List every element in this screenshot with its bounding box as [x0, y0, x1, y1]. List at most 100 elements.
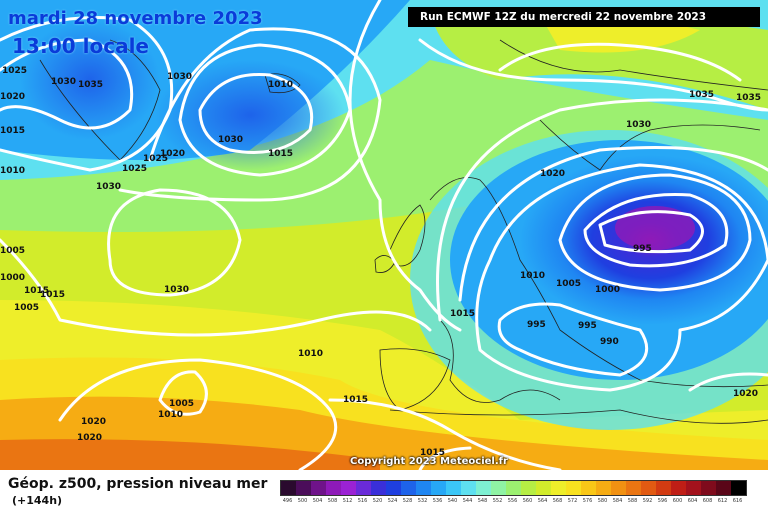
legend-label: 544	[462, 498, 473, 504]
isobar-label: 1000	[595, 285, 620, 295]
legend-label: 560	[522, 498, 533, 504]
isobar-label: 1005	[556, 279, 581, 289]
isobar-label: 1010	[0, 166, 25, 176]
legend-label: 616	[732, 498, 743, 504]
legend-label: 532	[417, 498, 428, 504]
legend-label: 520	[372, 498, 383, 504]
legend-swatch	[506, 481, 521, 495]
isobar-label: 1030	[218, 135, 243, 145]
isobar-label: 1005	[14, 303, 39, 313]
legend-swatch	[416, 481, 431, 495]
legend-swatch	[626, 481, 641, 495]
isobar-label: 1020	[0, 92, 25, 102]
legend-label: 600	[672, 498, 683, 504]
legend-swatch	[476, 481, 491, 495]
legend-swatch	[371, 481, 386, 495]
legend-label: 504	[312, 498, 323, 504]
legend-label: 540	[447, 498, 458, 504]
legend-swatch	[656, 481, 671, 495]
low-greenland-fill	[20, 20, 160, 140]
legend-label: 608	[702, 498, 713, 504]
isobar-label: 1020	[77, 433, 102, 443]
legend-swatch	[581, 481, 596, 495]
legend-label: 528	[402, 498, 413, 504]
isobar-label: 995	[633, 244, 652, 254]
isobar-label: 1035	[736, 93, 761, 103]
legend-label: 500	[297, 498, 308, 504]
isobars	[0, 0, 768, 470]
copyright: Copyright 2023 Meteociel.fr	[350, 456, 508, 467]
legend-swatch	[431, 481, 446, 495]
isobar-labels: 1025 1030 1035 1020 1015 1010 1030 1010 …	[0, 66, 761, 458]
isobar-label: 1030	[167, 72, 192, 82]
isobar-label: 1010	[268, 80, 293, 90]
isobar-label: 1020	[540, 169, 565, 179]
isobar-label: 1015	[40, 290, 65, 300]
legend-swatch	[521, 481, 536, 495]
color-legend-labels: 496 500 504 508 512 516 520 524 528 532 536 540 544 5…	[280, 498, 745, 504]
legend-swatch	[716, 481, 731, 495]
isobar-label: 1030	[51, 77, 76, 87]
legend-label: 536	[432, 498, 443, 504]
isobar-label: 1030	[626, 120, 651, 130]
isobar-label: 1015	[24, 286, 49, 296]
isobar-label: 1015	[343, 395, 368, 405]
lead-time: (+144h)	[12, 494, 63, 507]
legend-swatch	[566, 481, 581, 495]
legend-label: 588	[627, 498, 638, 504]
legend-swatch	[461, 481, 476, 495]
legend-label: 572	[567, 498, 578, 504]
isobar-label: 1020	[81, 417, 106, 427]
legend-swatch	[536, 481, 551, 495]
map-date: mardi 28 novembre 2023	[8, 8, 263, 29]
legend-swatch	[686, 481, 701, 495]
legend-swatch	[701, 481, 716, 495]
legend-swatch	[551, 481, 566, 495]
map-hour: 13:00 locale	[12, 34, 149, 58]
legend-swatch	[596, 481, 611, 495]
isobar-label: 1020	[733, 389, 758, 399]
legend-label: 496	[282, 498, 293, 504]
isobar-label: 1030	[164, 285, 189, 295]
low-core	[615, 206, 695, 250]
isobar-label: 1000	[0, 273, 25, 283]
legend-swatch	[296, 481, 311, 495]
weather-map: 1025 1030 1035 1020 1015 1010 1030 1010 …	[0, 0, 768, 470]
legend-label: 576	[582, 498, 593, 504]
legend-label: 592	[642, 498, 653, 504]
isobar-label: 1015	[268, 149, 293, 159]
legend-swatch	[281, 481, 296, 495]
legend-swatch	[356, 481, 371, 495]
legend-label: 512	[342, 498, 353, 504]
legend-label: 508	[327, 498, 338, 504]
isobar-label: 990	[600, 337, 619, 347]
legend-swatch	[671, 481, 686, 495]
isobar-label: 1025	[122, 164, 147, 174]
legend-label: 524	[387, 498, 398, 504]
coastlines	[39, 39, 768, 424]
legend-label: 556	[507, 498, 518, 504]
color-legend	[280, 480, 747, 496]
legend-label: 580	[597, 498, 608, 504]
legend-label: 516	[357, 498, 368, 504]
field-deep-orange-s	[0, 439, 380, 470]
legend-swatch	[491, 481, 506, 495]
isobar-label: 1035	[78, 80, 103, 90]
legend-swatch	[641, 481, 656, 495]
isobar-label: 1005	[169, 399, 194, 409]
legend-swatch	[446, 481, 461, 495]
isobar-label: 1025	[143, 154, 168, 164]
isobar-label: 1025	[2, 66, 27, 76]
isobar-label: 1005	[0, 246, 25, 256]
legend-label: 568	[552, 498, 563, 504]
model-run-banner: Run ECMWF 12Z du mercredi 22 novembre 20…	[408, 7, 760, 27]
isobar-label: 1015	[420, 448, 445, 458]
isobar-label: 995	[578, 321, 597, 331]
legend-swatch	[341, 481, 356, 495]
isobar-label: 995	[527, 320, 546, 330]
product-title: Géop. z500, pression niveau mer	[8, 476, 268, 492]
footer: Géop. z500, pression niveau mer (+144h) …	[0, 470, 768, 512]
legend-label: 604	[687, 498, 698, 504]
legend-label: 564	[537, 498, 548, 504]
legend-swatch	[311, 481, 326, 495]
